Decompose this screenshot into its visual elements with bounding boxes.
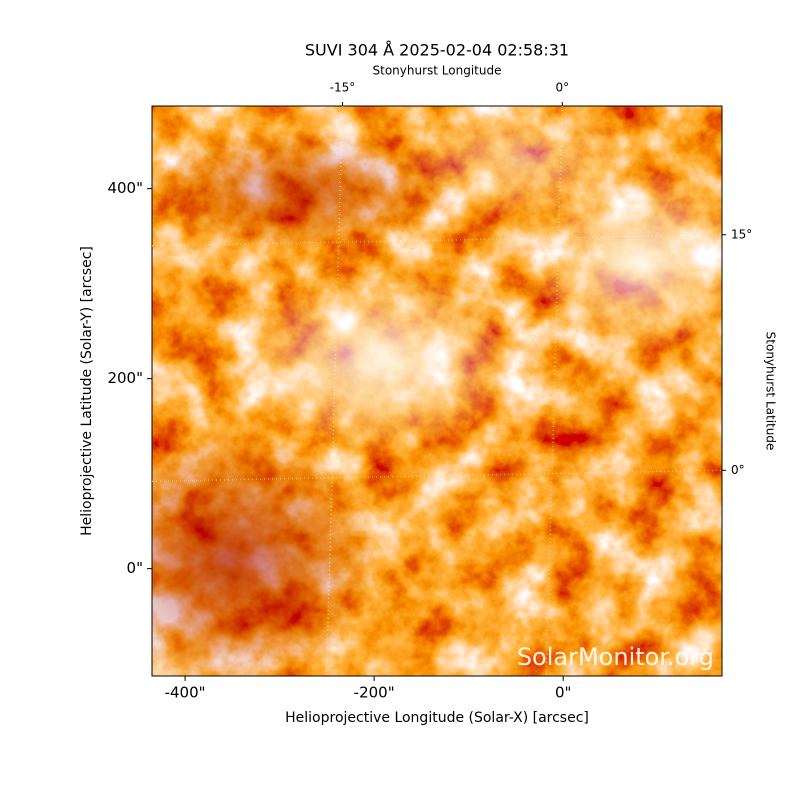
y2-tick-label: 15° [731, 227, 752, 241]
axes-frame [151, 105, 723, 677]
x-tick-label: 0" [555, 684, 571, 702]
bright-region [530, 170, 722, 350]
x2-label: Stonyhurst Longitude [373, 64, 502, 78]
chart-title: SUVI 304 Å 2025-02-04 02:58:31 [305, 41, 569, 60]
y-tick-label: 0" [127, 559, 143, 577]
y-tick-label: 200" [107, 369, 143, 387]
x-tick-label: -200" [354, 684, 395, 702]
solar-image [152, 106, 722, 676]
x2-tick-label: -15° [330, 81, 356, 95]
dark-region [152, 430, 380, 676]
x-tick-label: -400" [165, 684, 206, 702]
x-label: Helioprojective Longitude (Solar-X) [arc… [285, 710, 589, 726]
watermark: SolarMonitor.org [517, 643, 714, 671]
dark-region [152, 130, 460, 250]
y2-label: Stonyhurst Latitude [764, 332, 778, 451]
y-tick-label: 400" [107, 179, 143, 197]
bright-region [400, 106, 640, 220]
x2-tick-label: 0° [555, 81, 569, 95]
y2-tick-label: 0° [731, 463, 745, 477]
bright-region [240, 270, 520, 450]
y-label: Helioprojective Latitude (Solar-Y) [arcs… [79, 246, 95, 536]
